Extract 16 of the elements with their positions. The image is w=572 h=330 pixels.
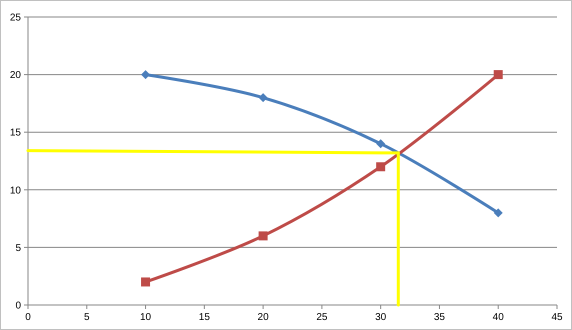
y-tick-label: 10 [10, 185, 22, 196]
x-tick-label: 5 [84, 312, 90, 323]
y-tick-label: 25 [10, 12, 22, 24]
y-tick-label: 20 [10, 70, 22, 82]
y-tick-label: 0 [15, 300, 22, 312]
x-tick-label: 45 [551, 312, 563, 323]
y-tick-label: 5 [15, 242, 22, 254]
x-tick-label: 0 [25, 312, 32, 323]
y-tick-label: 15 [10, 128, 22, 139]
x-tick-label: 25 [316, 312, 328, 323]
x-tick-label: 20 [258, 312, 270, 323]
x-tick-label: 10 [140, 312, 152, 323]
x-tick-label: 30 [375, 312, 387, 323]
x-tick-label: 15 [198, 312, 210, 323]
x-tick-label: 35 [434, 312, 446, 323]
x-tick-label: 40 [492, 312, 504, 323]
